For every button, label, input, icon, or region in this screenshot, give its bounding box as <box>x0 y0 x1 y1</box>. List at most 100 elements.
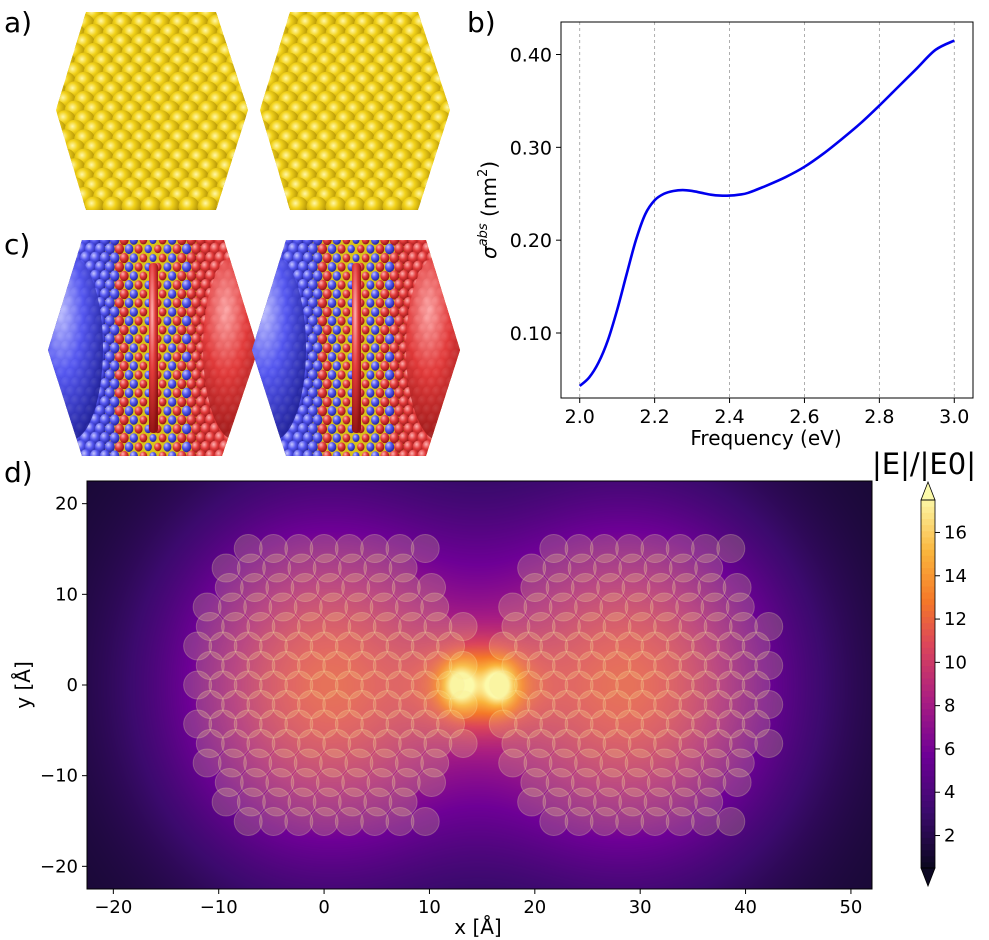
atom-overlay-circle <box>195 689 225 719</box>
atom-overlay-circle <box>410 806 440 836</box>
atom-overlay-circle <box>410 534 440 564</box>
atom-overlay-circle <box>334 631 364 661</box>
atom-overlay-circle <box>539 534 569 564</box>
atom-overlay-circle <box>366 573 396 603</box>
heatmap-x-tick-label: 50 <box>839 897 862 918</box>
atom-overlay-circle <box>259 806 289 836</box>
colorbar-segment <box>921 561 935 569</box>
atom-overlay-circle <box>513 709 543 739</box>
atom-overlay-circle <box>243 592 273 622</box>
atom-overlay-circle <box>599 748 629 778</box>
atom-overlay-circle <box>436 670 466 700</box>
spectrum-x-tick-label: 2.8 <box>864 406 894 428</box>
colorbar-segment <box>921 665 935 673</box>
atom-overlay-circle <box>691 709 721 739</box>
atom-overlay-circle <box>338 553 368 583</box>
atom-overlay-circle <box>741 631 771 661</box>
atom-overlay-circle <box>290 767 320 797</box>
heatmap-y-tick-label: −20 <box>40 856 78 877</box>
colorbar-segment <box>921 641 935 648</box>
atom-overlay-circle <box>334 806 364 836</box>
colorbar-tick-label: 4 <box>944 782 955 803</box>
atom-overlay-circle <box>233 631 263 661</box>
colorbar-segment <box>921 720 935 728</box>
atom-overlay-circle <box>322 612 352 642</box>
colorbar-segment <box>921 757 935 765</box>
panel-label-c: c) <box>4 228 31 261</box>
atom-overlay-circle <box>567 787 597 817</box>
atom-overlay-circle <box>653 728 683 758</box>
atom-overlay-circle <box>539 806 569 836</box>
atom-overlay-circle <box>624 748 654 778</box>
colorbar-segment <box>921 751 935 759</box>
atom-overlay-circle <box>347 689 377 719</box>
atom-overlay-circle <box>694 787 724 817</box>
atom-overlay-circle <box>341 573 371 603</box>
colorbar-tick-label: 16 <box>944 522 967 543</box>
heatmap-y-ticks: −20 −10 0 10 20 <box>40 494 87 877</box>
atom-overlay-circle <box>262 553 292 583</box>
atom-overlay-circle <box>653 612 683 642</box>
atom-overlay-circle <box>410 631 440 661</box>
atom-overlay-circle <box>725 748 755 778</box>
colorbar-extend-max <box>920 480 936 501</box>
atom-overlay-circle <box>394 748 424 778</box>
atom-overlay-circle <box>369 592 399 622</box>
atom-overlay-circle <box>640 631 670 661</box>
atom-overlay-circle <box>615 670 645 700</box>
atom-overlay-circle <box>564 534 594 564</box>
spectrum-y-tick-label: 0.10 <box>510 323 552 345</box>
atom-overlay-circle <box>520 767 550 797</box>
colorbar-tick-label: 6 <box>944 739 955 760</box>
atom-overlay-circle <box>697 767 727 797</box>
atom-overlay-circle <box>312 553 342 583</box>
colorbar-segment <box>921 530 935 538</box>
atom-overlay-circle <box>287 787 317 817</box>
spectrum-y-axis-label: σabs (nm2) <box>476 161 501 259</box>
atom-overlay-circle <box>498 748 528 778</box>
atom-overlay-circle <box>488 709 518 739</box>
spectrum-x-tick-label: 2.4 <box>714 406 744 428</box>
atom-overlay-circle <box>488 631 518 661</box>
atom-overlay-circle <box>754 612 784 642</box>
atom-overlay-circle <box>233 709 263 739</box>
colorbar-segment <box>921 769 935 777</box>
atom-overlay-circle <box>627 689 657 719</box>
atom-overlay-circle <box>388 553 418 583</box>
atom-overlay-circle <box>214 767 244 797</box>
atom-overlay-circle <box>448 728 478 758</box>
atom-overlay-circle <box>574 592 604 622</box>
atom-overlay-circle <box>548 748 578 778</box>
colorbar-extend-min <box>920 867 936 888</box>
colorbar-segment <box>921 518 935 526</box>
atom-overlay-circle <box>410 709 440 739</box>
atom-overlay-circle <box>589 631 619 661</box>
atom-overlay-circle <box>296 612 326 642</box>
atom-overlay-circle <box>602 728 632 758</box>
atom-overlay-circle <box>183 709 213 739</box>
atom-overlay-circle <box>398 612 428 642</box>
atom-overlay-circle <box>183 670 213 700</box>
atom-overlay-circle <box>208 631 238 661</box>
spectrum-x-tick-label: 2.0 <box>565 406 595 428</box>
heatmap-x-tick-label: −20 <box>94 897 132 918</box>
atom-overlay-circle <box>315 767 345 797</box>
heatmap-y-axis-label: y [Å] <box>11 661 35 708</box>
atom-overlay-circle <box>334 709 364 739</box>
colorbar-segment <box>921 659 935 667</box>
colorbar-segment <box>921 763 935 771</box>
panel-label-d: d) <box>4 456 33 489</box>
atom-overlay-circle <box>577 689 607 719</box>
atom-overlay-circle <box>436 631 466 661</box>
colorbar-segment <box>921 567 935 575</box>
atom-overlay-circle <box>183 631 213 661</box>
colorbar-segment <box>921 684 935 691</box>
atom-overlay-circle <box>716 631 746 661</box>
colorbar-segment <box>921 861 935 869</box>
atom-overlay-circle <box>195 728 225 758</box>
atom-overlay-circle <box>517 787 547 817</box>
atom-overlay-circle <box>246 651 276 681</box>
atom-overlay-circle <box>192 592 222 622</box>
atom-overlay-circle <box>233 806 263 836</box>
atom-overlay-circle <box>293 748 323 778</box>
